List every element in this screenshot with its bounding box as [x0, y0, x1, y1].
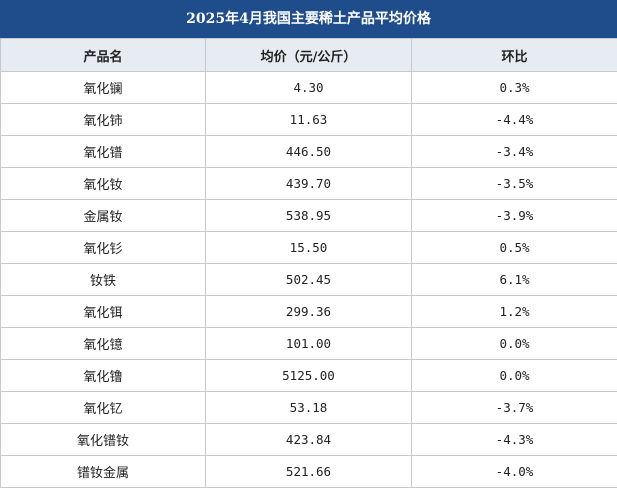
product-name-cell: 镨钕金属 — [0, 455, 206, 488]
mom-change-cell: 0.0% — [411, 359, 617, 392]
product-name-cell: 金属钕 — [0, 199, 206, 232]
table-row: 氧化铒 299.36 1.2% — [0, 295, 617, 328]
product-name-cell: 氧化铈 — [0, 103, 206, 136]
column-header-product: 产品名 — [0, 38, 206, 72]
table-title: 2025年4月我国主要稀土产品平均价格 — [0, 0, 617, 38]
price-cell: 53.18 — [205, 391, 412, 424]
mom-change-cell: 6.1% — [411, 263, 617, 296]
product-name-cell: 氧化钇 — [0, 391, 206, 424]
price-cell: 423.84 — [205, 423, 412, 456]
mom-change-cell: -3.7% — [411, 391, 617, 424]
product-name-cell: 钕铁 — [0, 263, 206, 296]
mom-change-cell: 0.0% — [411, 327, 617, 360]
price-cell: 521.66 — [205, 455, 412, 488]
mom-change-cell: -3.9% — [411, 199, 617, 232]
table-row: 氧化镧 4.30 0.3% — [0, 71, 617, 104]
product-name-cell: 氧化镧 — [0, 71, 206, 104]
table-row: 氧化镥 5125.00 0.0% — [0, 359, 617, 392]
price-cell: 439.70 — [205, 167, 412, 200]
table-row: 氧化镨 446.50 -3.4% — [0, 135, 617, 168]
price-table: 产品名 均价（元/公斤） 环比 氧化镧 4.30 0.3% 氧化铈 11.63 -4.4%… — [0, 38, 617, 488]
table-row: 氧化钇 53.18 -3.7% — [0, 391, 617, 424]
mom-change-cell: -4.3% — [411, 423, 617, 456]
price-cell: 299.36 — [205, 295, 412, 328]
mom-change-cell: 0.5% — [411, 231, 617, 264]
price-cell: 4.30 — [205, 71, 412, 104]
product-name-cell: 氧化钐 — [0, 231, 206, 264]
table-row: 氧化镱 101.00 0.0% — [0, 327, 617, 360]
header-row: 产品名 均价（元/公斤） 环比 — [0, 38, 617, 72]
column-header-price: 均价（元/公斤） — [205, 38, 412, 72]
price-cell: 11.63 — [205, 103, 412, 136]
table-row: 金属钕 538.95 -3.9% — [0, 199, 617, 232]
product-name-cell: 氧化镥 — [0, 359, 206, 392]
price-cell: 538.95 — [205, 199, 412, 232]
mom-change-cell: 0.3% — [411, 71, 617, 104]
price-cell: 446.50 — [205, 135, 412, 168]
table-row: 氧化铈 11.63 -4.4% — [0, 103, 617, 136]
price-cell: 502.45 — [205, 263, 412, 296]
product-name-cell: 氧化镱 — [0, 327, 206, 360]
table-row: 钕铁 502.45 6.1% — [0, 263, 617, 296]
mom-change-cell: -4.4% — [411, 103, 617, 136]
mom-change-cell: -3.4% — [411, 135, 617, 168]
table-row: 氧化镨钕 423.84 -4.3% — [0, 423, 617, 456]
product-name-cell: 氧化镨 — [0, 135, 206, 168]
product-name-cell: 氧化镨钕 — [0, 423, 206, 456]
price-cell: 5125.00 — [205, 359, 412, 392]
price-cell: 101.00 — [205, 327, 412, 360]
product-name-cell: 氧化钕 — [0, 167, 206, 200]
price-cell: 15.50 — [205, 231, 412, 264]
table-row: 氧化钐 15.50 0.5% — [0, 231, 617, 264]
product-name-cell: 氧化铒 — [0, 295, 206, 328]
mom-change-cell: 1.2% — [411, 295, 617, 328]
mom-change-cell: -3.5% — [411, 167, 617, 200]
column-header-mom: 环比 — [411, 38, 617, 72]
table-row: 镨钕金属 521.66 -4.0% — [0, 455, 617, 488]
mom-change-cell: -4.0% — [411, 455, 617, 488]
table-row: 氧化钕 439.70 -3.5% — [0, 167, 617, 200]
